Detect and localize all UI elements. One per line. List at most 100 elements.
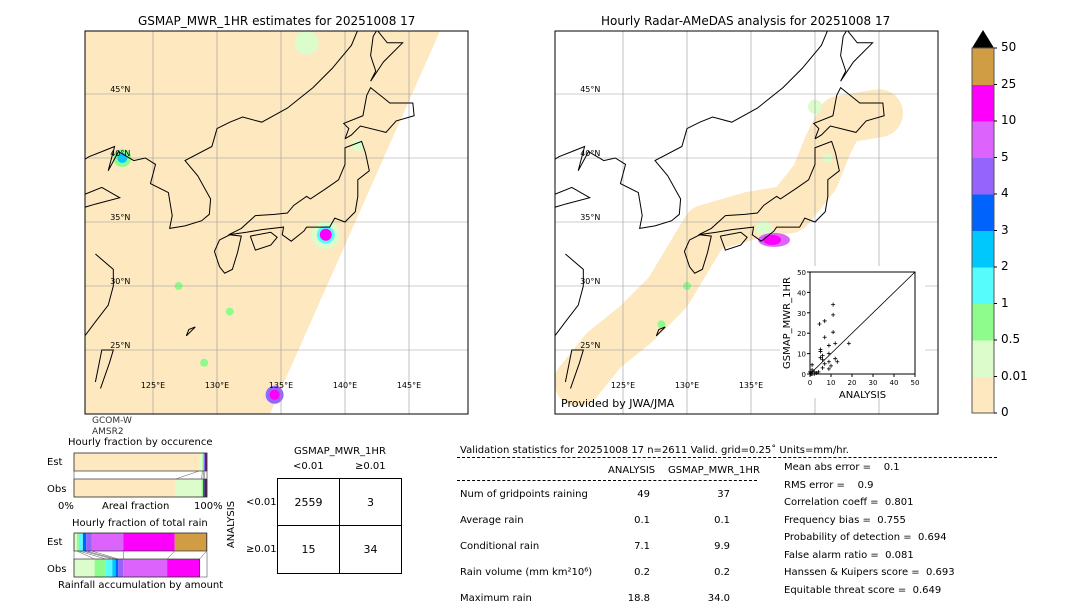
x-tick-label: 20 — [848, 379, 857, 387]
scatter-point — [810, 372, 815, 376]
lat-label: 40°N — [110, 149, 130, 158]
colorbar-segment — [972, 121, 994, 158]
connector-line — [202, 470, 204, 480]
bar-segment — [175, 479, 202, 497]
lon-label: 140°E — [333, 381, 357, 390]
coastline — [555, 151, 572, 160]
stat-label: Average rain — [460, 515, 524, 526]
right-map-title: Hourly Radar-AMeDAS analysis for 2025100… — [601, 14, 891, 28]
lat-label: 45°N — [110, 85, 130, 94]
contingency-row-title: ANALYSIS — [226, 500, 238, 549]
stat-label: Maximum rain — [460, 593, 532, 604]
cell-11: 34 — [339, 525, 402, 574]
rain-blob — [657, 320, 666, 329]
connector-line — [91, 550, 119, 560]
bar-segment — [91, 533, 124, 551]
stat-analysis-value: 49 — [637, 489, 650, 500]
lat-label: 25°N — [110, 341, 130, 350]
scatter-point — [833, 356, 838, 361]
colorbar-extend-arrow — [972, 30, 994, 48]
right-map-frame — [554, 30, 939, 415]
bar-segment — [118, 559, 124, 577]
bar-segment — [82, 533, 87, 551]
occurrence-est-bar — [73, 452, 208, 472]
connector-line — [204, 470, 206, 480]
x-tick-label: 10 — [827, 379, 836, 387]
data-credit: Provided by JWA/JMA — [561, 397, 675, 410]
scatter-point — [820, 365, 825, 370]
rain-blob — [294, 31, 319, 55]
scatter-point — [808, 369, 812, 374]
colorbar-tick-label: 3 — [1001, 222, 1009, 237]
scatter-point — [831, 312, 836, 317]
connector-line — [201, 470, 203, 480]
rain-obs-label: Obs — [47, 564, 67, 575]
stat-analysis-value: 0.2 — [634, 567, 650, 578]
x-tick-label: 30 — [869, 379, 878, 387]
lon-label: 130°E — [205, 381, 229, 390]
sensor-label-1: GCOM-W — [92, 416, 132, 426]
cell-00: 2559 — [277, 478, 340, 526]
connector-line — [76, 550, 95, 560]
scatter-point — [818, 349, 823, 354]
colorbar-segment — [972, 303, 994, 341]
stat-label: Num of gridpoints raining — [460, 489, 588, 500]
bar-segment — [201, 479, 204, 497]
connector-line — [78, 550, 106, 560]
left-map-frame — [84, 30, 469, 415]
colorbar-tick-label: 0.01 — [1001, 368, 1028, 383]
right-map-content — [555, 31, 938, 414]
coastline — [85, 151, 102, 160]
coastline — [698, 140, 840, 242]
sensor-label-2: AMSR2 — [92, 427, 124, 437]
scatter-point — [810, 362, 815, 367]
stat-analysis-value: 0.1 — [634, 515, 650, 526]
contingency-col-2: ≥0.01 — [355, 461, 386, 472]
scatter-point — [814, 370, 819, 375]
rain-xlabel: Rainfall accumulation by amount — [58, 580, 224, 591]
bar-segment — [94, 559, 106, 577]
rain-blob — [269, 389, 280, 400]
colorbar-tick-label: 0 — [1001, 405, 1009, 419]
x-tick-label: 40 — [890, 379, 899, 387]
score-item: RMS error = 0.9 — [784, 479, 874, 491]
stat-gsmap-value: 0.2 — [714, 567, 730, 578]
scatter-point — [818, 355, 823, 360]
stat-analysis-value: 18.8 — [627, 593, 650, 604]
bar-segment — [167, 559, 200, 577]
scatter-point — [822, 318, 827, 323]
colorbar-segment — [972, 84, 994, 122]
scatter-point — [817, 322, 822, 327]
diagonal-line — [809, 271, 916, 375]
occ-xlabel: Areal fraction — [102, 501, 170, 512]
rain-fraction-obs-bar — [73, 558, 201, 578]
lon-label: 125°E — [611, 381, 635, 390]
coastline — [101, 31, 358, 230]
rain-blob — [763, 234, 782, 245]
colorbar-tick-label: 2 — [1001, 259, 1009, 273]
colorbar-tick-label: 1 — [1001, 295, 1009, 310]
left-map: 45°N 40°N 35°N 30°N 25°N 125°E 130°E 135°E 140°E… — [84, 30, 469, 415]
coastline — [571, 31, 828, 230]
coastline — [840, 31, 874, 82]
colorbar-segment — [972, 48, 994, 85]
connector-line — [86, 550, 116, 560]
scatter-point — [810, 367, 815, 372]
colorbar-segment — [972, 157, 994, 195]
y-tick-label: 0 — [802, 371, 806, 379]
coastline — [555, 186, 592, 208]
left-map-title: GSMAP_MWR_1HR estimates for 20251008 17 — [138, 14, 416, 28]
y-tick-label: 30 — [797, 310, 806, 318]
rain-fraction-outer-frame — [73, 532, 208, 578]
scatter-point — [833, 341, 838, 346]
cell-10: 15 — [277, 525, 340, 574]
score-item: Frequency bias = 0.755 — [784, 514, 906, 526]
bar-segment — [174, 533, 207, 551]
scatter-point — [820, 353, 825, 358]
stats-col-analysis: ANALYSIS — [608, 465, 656, 476]
contingency-row-1: <0.01 — [246, 497, 277, 508]
rain-est-label: Est — [47, 537, 63, 548]
contingency-row-2: ≥0.01 — [246, 544, 277, 555]
bar-segment — [115, 559, 119, 577]
